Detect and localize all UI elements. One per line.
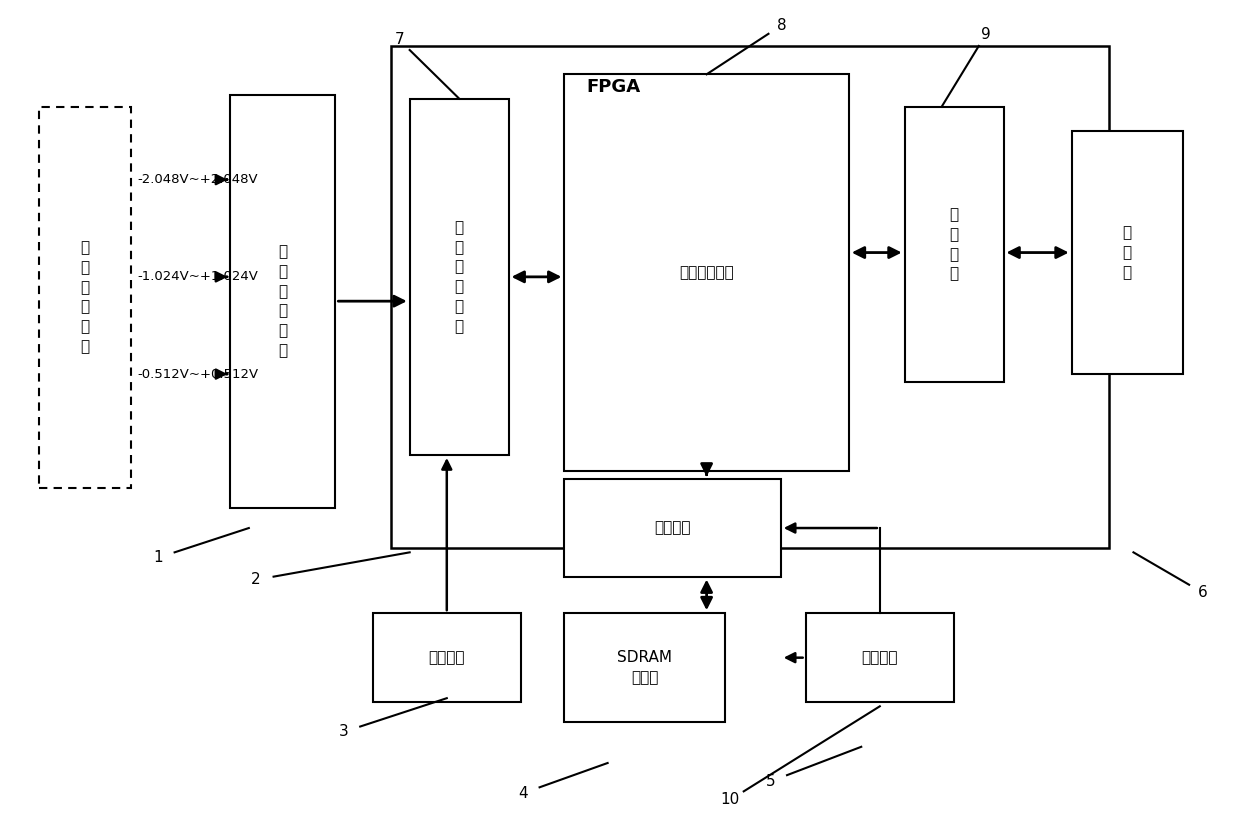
Text: 2: 2 [250,572,260,587]
Text: 电
磁
超
声
信
号: 电 磁 超 声 信 号 [81,240,89,354]
Text: 10: 10 [720,792,740,807]
Text: 4: 4 [518,785,528,801]
Bar [409,98,508,455]
Text: 1: 1 [154,550,162,565]
Text: 7: 7 [394,33,404,47]
Bar [564,480,781,576]
Bar [38,107,131,488]
Text: -1.024V~+1.024V: -1.024V~+1.024V [138,271,258,284]
Text: 模
数
转
换
模
块: 模 数 转 换 模 块 [455,220,464,334]
Text: FPGA: FPGA [587,78,641,97]
Bar [904,107,1003,382]
Bar [564,613,725,723]
Text: SDRAM
存储器: SDRAM 存储器 [618,650,672,685]
Bar [564,74,849,472]
Text: 8: 8 [776,18,786,33]
Text: 5: 5 [766,774,776,789]
Text: -0.512V~+0.512V: -0.512V~+0.512V [138,367,259,380]
Text: 采样按键: 采样按键 [429,650,465,665]
Text: 显
示
屏: 显 示 屏 [1122,225,1132,280]
Text: -2.048V~+2.048V: -2.048V~+2.048V [138,173,258,186]
Bar [231,94,336,508]
Bar [391,46,1109,548]
Text: 3: 3 [339,724,348,740]
Text: 存储模块: 存储模块 [655,520,691,536]
Bar [806,613,954,702]
Text: 模
数
转
换
电
路: 模 数 转 换 电 路 [278,244,288,359]
Text: 存储按键: 存储按键 [862,650,898,665]
Text: 9: 9 [981,27,991,42]
Text: 显
示
模
块: 显 示 模 块 [950,207,959,281]
Text: 数据处理模块: 数据处理模块 [680,265,734,280]
Bar [372,613,521,702]
Bar [1071,131,1183,374]
Text: 6: 6 [1198,585,1208,600]
